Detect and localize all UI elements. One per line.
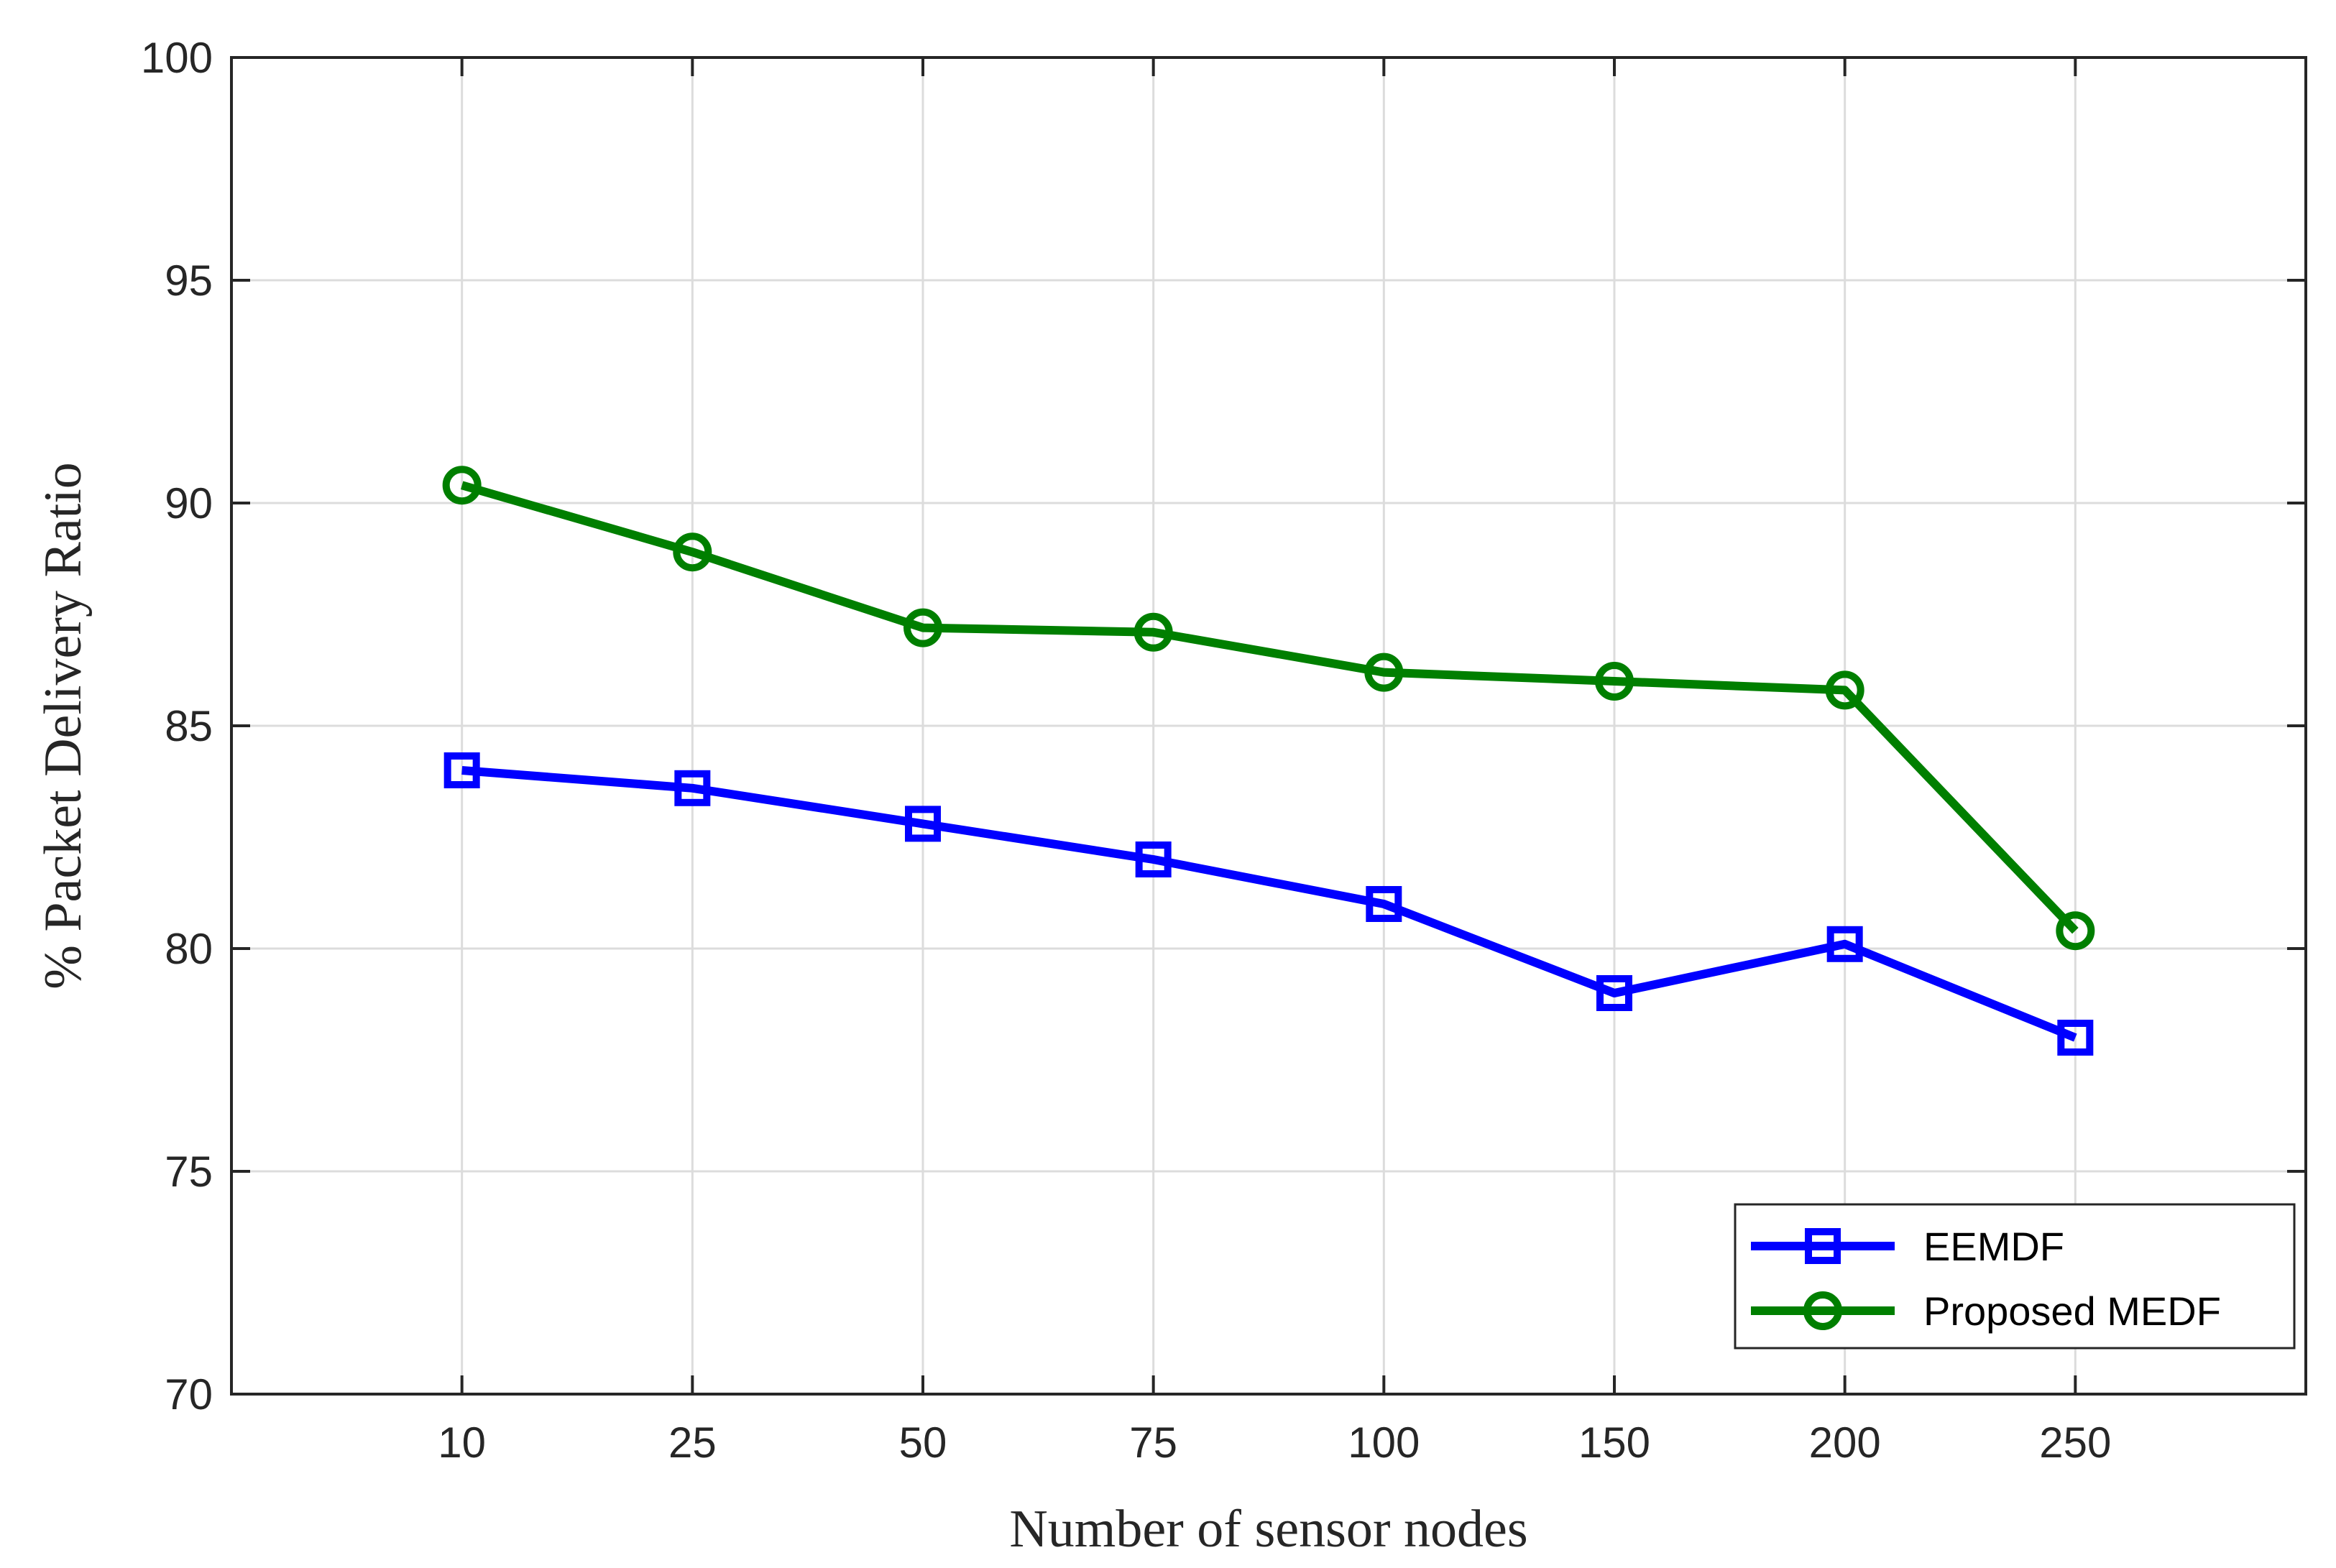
series-line-eemdf: [461, 766, 2077, 1042]
data-point-proposed-medf: [673, 532, 712, 572]
data-point-eemdf: [905, 806, 941, 842]
legend: EEMDF Proposed MEDF: [1734, 1203, 2296, 1350]
y-tick-label: 80: [165, 925, 213, 973]
legend-marker-eemdf: [1805, 1228, 1841, 1264]
y-tick-label: 75: [165, 1148, 213, 1196]
data-point-eemdf: [2057, 1020, 2094, 1056]
data-point-proposed-medf: [1595, 662, 1634, 701]
x-tick-label: 200: [1809, 1419, 1881, 1467]
data-point-eemdf: [1135, 841, 1172, 877]
data-point-proposed-medf: [1364, 652, 1404, 692]
axis-ticks: 10 25 50 75 100 150 200 250 70 75 80 85 90 95 100: [141, 34, 2306, 1467]
series-line-proposed-medf: [460, 481, 2079, 934]
data-point-eemdf: [1366, 886, 1402, 922]
data-point-proposed-medf: [1133, 612, 1173, 652]
data-point-proposed-medf: [903, 608, 942, 647]
data-point-eemdf: [443, 752, 480, 788]
data-point-proposed-medf: [442, 466, 482, 505]
y-tick-label: 95: [165, 257, 213, 305]
data-point-proposed-medf: [2056, 911, 2095, 951]
data-point-proposed-medf: [1825, 670, 1864, 710]
x-tick-label: 100: [1348, 1419, 1420, 1467]
series-group: [442, 466, 2095, 1056]
data-point-eemdf: [1596, 975, 1632, 1011]
y-tick-label: 70: [165, 1370, 213, 1419]
y-axis-title: % Packet Delivery Ratio: [34, 462, 93, 990]
x-tick-label: 25: [668, 1419, 717, 1467]
x-tick-label: 10: [438, 1419, 486, 1467]
y-tick-label: 85: [165, 702, 213, 750]
x-tick-label: 150: [1578, 1419, 1650, 1467]
y-tick-label: 100: [141, 34, 213, 82]
legend-label-proposed-medf: Proposed MEDF: [1923, 1288, 2221, 1334]
y-tick-label: 90: [165, 479, 213, 527]
x-tick-label: 250: [2039, 1419, 2111, 1467]
data-point-eemdf: [1826, 926, 1863, 962]
legend-label-eemdf: EEMDF: [1923, 1224, 2064, 1269]
data-point-eemdf: [674, 770, 711, 806]
x-tick-label: 50: [899, 1419, 947, 1467]
x-axis-title: Number of sensor nodes: [1009, 1500, 1527, 1559]
legend-marker-proposed-medf: [1803, 1291, 1842, 1330]
grid-lines: [231, 57, 2306, 1394]
x-tick-label: 75: [1129, 1419, 1177, 1467]
